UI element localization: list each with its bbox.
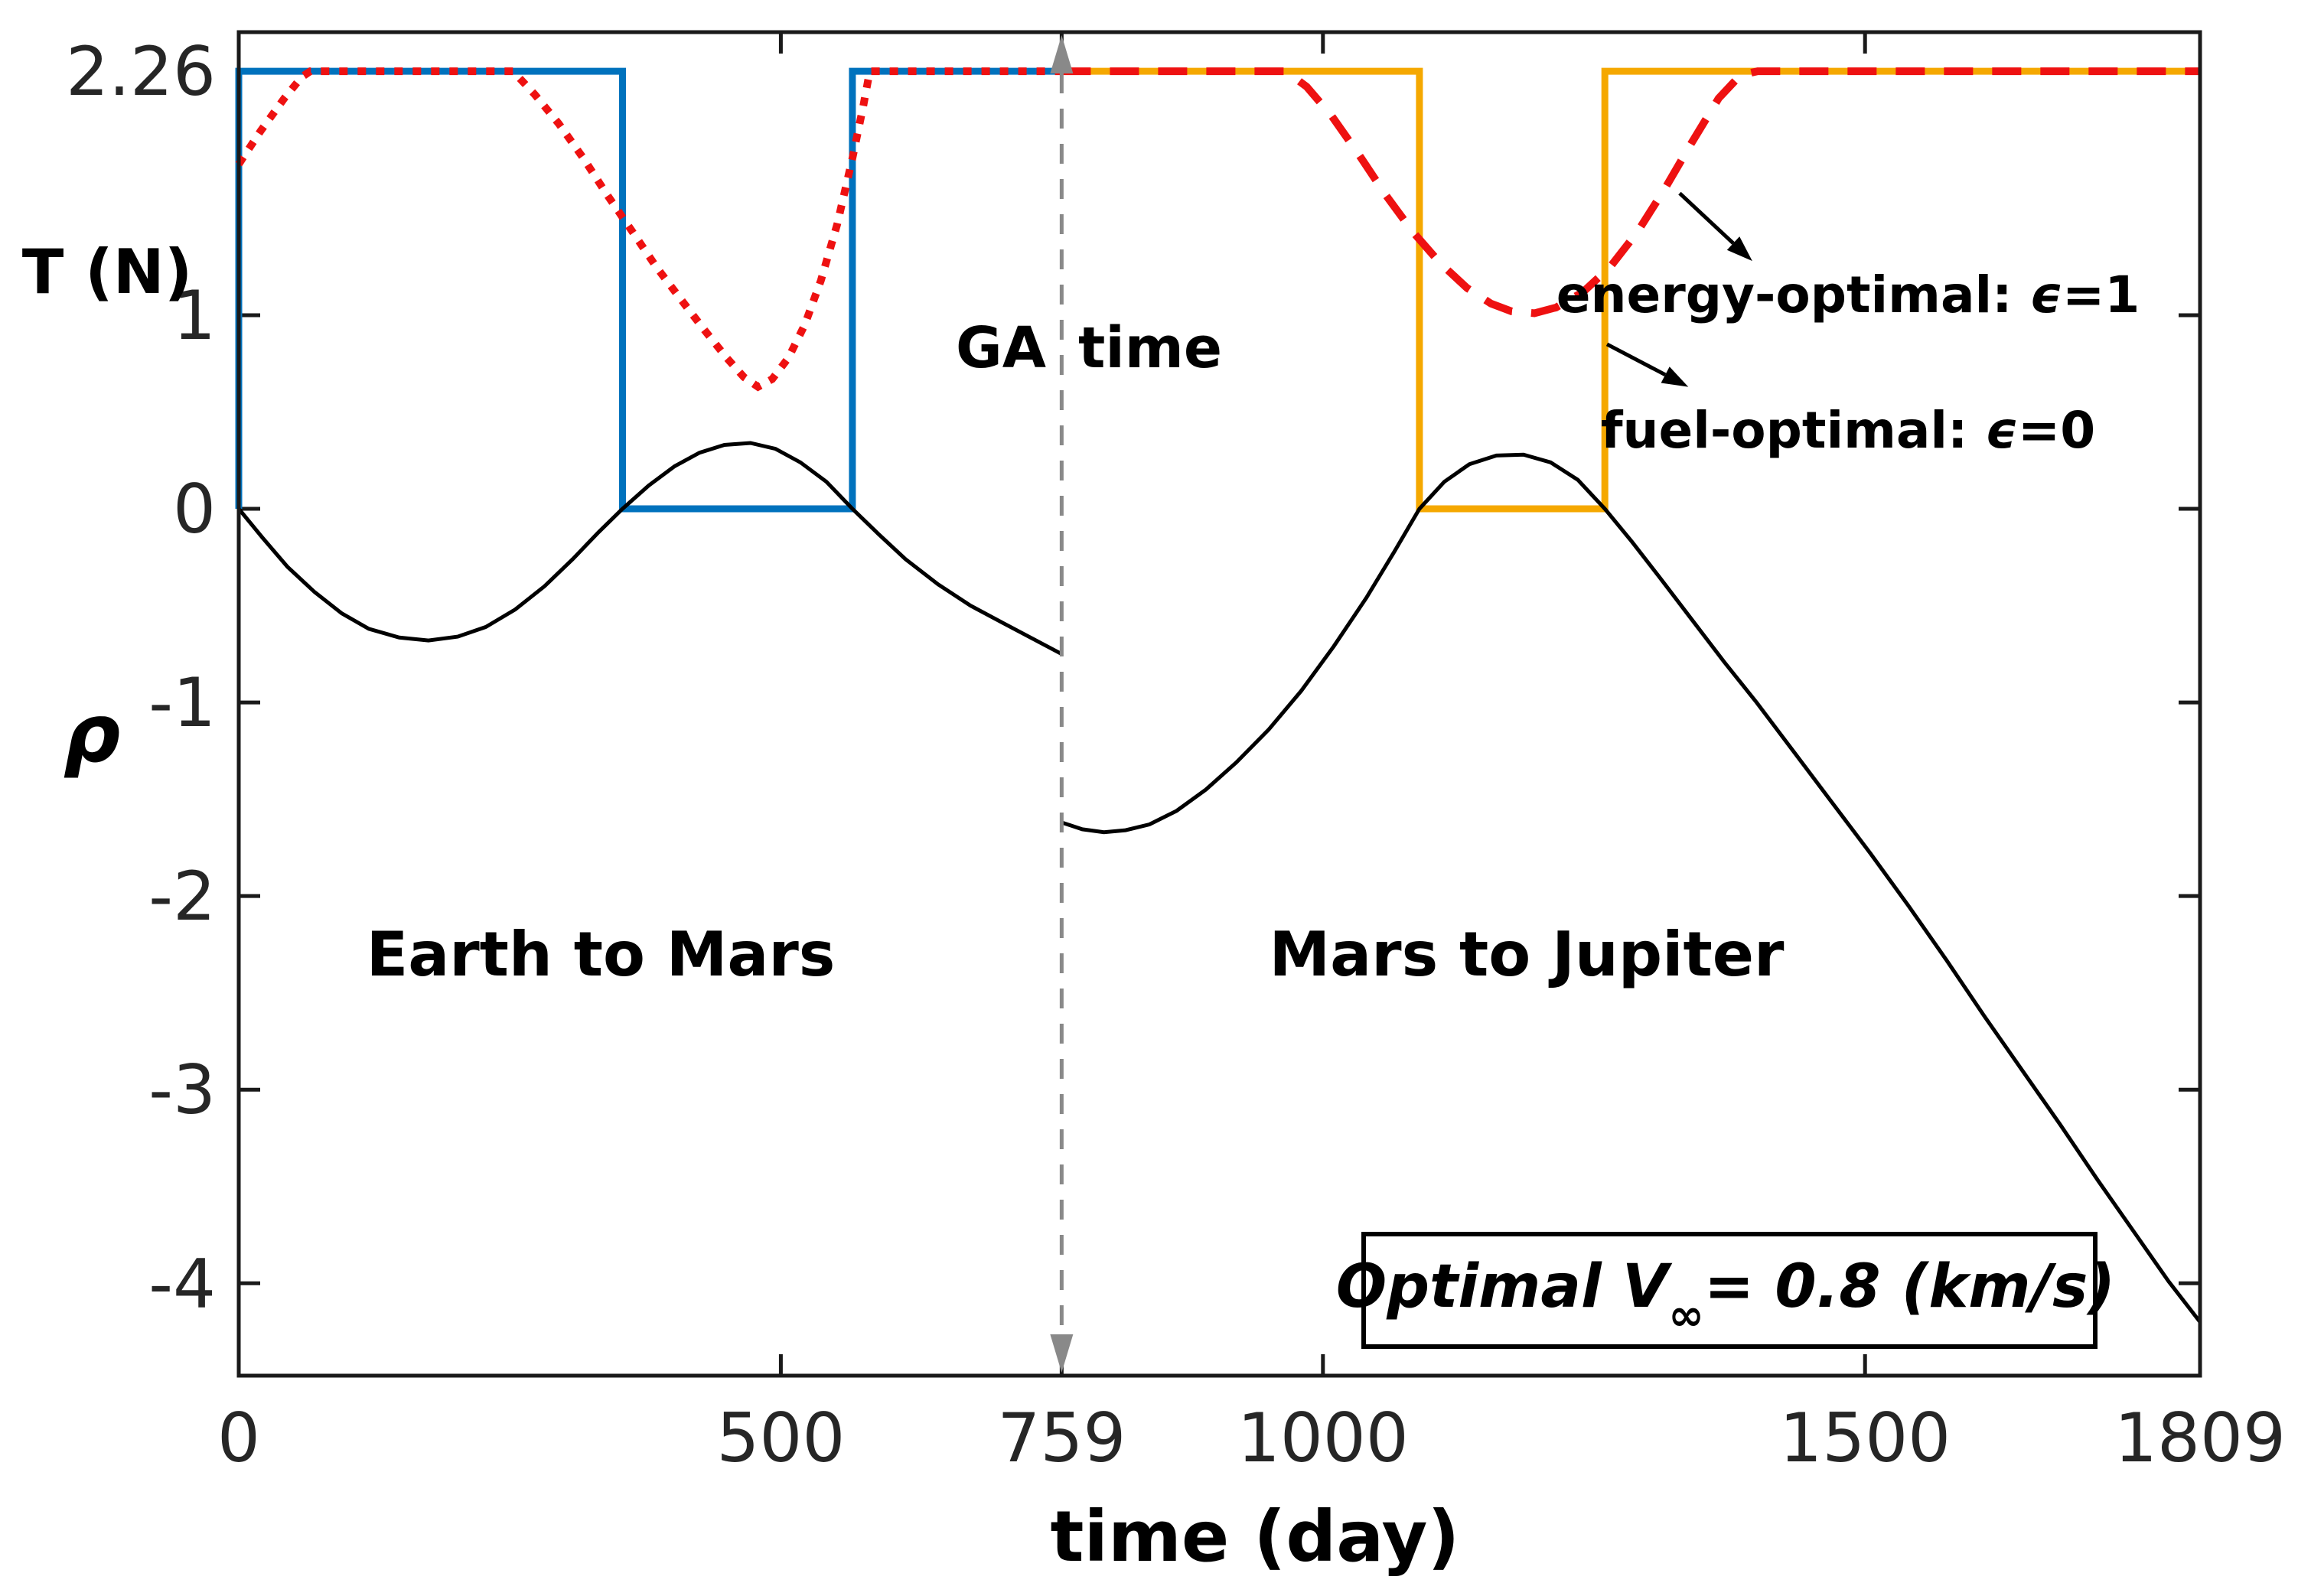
ga-time-label-ga: GA bbox=[956, 315, 1046, 381]
x-axis-label: time (day) bbox=[1051, 1496, 1460, 1578]
y-axis-label-rho: ρ bbox=[64, 687, 120, 780]
plot-border bbox=[236, 30, 2202, 1378]
curve-energy-optimal-mars-jupiter bbox=[1061, 67, 2200, 318]
x-tick-label: 1500 bbox=[1779, 1399, 1951, 1477]
fuel-optimal-arrow-head-icon bbox=[1661, 366, 1689, 387]
annotation-energy-optimal: energy-optimal: ϵ=1 bbox=[1556, 265, 2140, 324]
annotation-mars-to-jupiter: Mars to Jupiter bbox=[1270, 919, 1785, 990]
axis-ticks: 0 500 759 1000 1500 1809 2.26 1 0 -1 -2 -3 -4 bbox=[66, 32, 2286, 1477]
ga-arrow-down-icon bbox=[1050, 1334, 1074, 1373]
vinf-annotation-box: Optimal V∞= 0.8 (km/s) bbox=[1336, 1232, 2115, 1349]
x-tick-label: 0 bbox=[217, 1399, 260, 1477]
x-tick-label: 500 bbox=[716, 1399, 845, 1477]
x-tick-label: 759 bbox=[997, 1399, 1126, 1477]
energy-optimal-arrow-head-icon bbox=[1726, 236, 1752, 262]
fuel-optimal-arrow bbox=[1605, 342, 1667, 377]
curve-energy-optimal-earth-mars bbox=[235, 67, 1062, 392]
x-tick-label: 1000 bbox=[1237, 1399, 1409, 1477]
y-tick-label: 1 bbox=[173, 276, 216, 355]
ga-arrow-up-icon bbox=[1050, 35, 1074, 73]
annotation-arrows bbox=[1605, 191, 1752, 387]
vinf-box-border bbox=[1361, 1232, 2098, 1349]
curve-fuel-optimal-mars-jupiter bbox=[1061, 67, 2200, 513]
ga-time-label-time: time bbox=[1078, 315, 1222, 381]
y-tick-label: -1 bbox=[148, 663, 216, 742]
y-tick-label: 0 bbox=[173, 470, 216, 549]
curve-switching-function-mars-jupiter bbox=[1061, 452, 2202, 1324]
y-tick-label: -3 bbox=[148, 1050, 216, 1129]
curve-switching-function-earth-mars bbox=[237, 441, 1063, 656]
y-tick-label: 2.26 bbox=[66, 32, 216, 111]
annotation-fuel-optimal: fuel-optimal: ϵ=0 bbox=[1601, 401, 2095, 460]
y-tick-label: -2 bbox=[148, 857, 216, 936]
vinf-box-text: Optimal V∞= 0.8 (km/s) bbox=[1336, 1252, 2115, 1340]
ga-time-line bbox=[1050, 35, 1074, 1373]
energy-optimal-arrow bbox=[1678, 191, 1735, 245]
annotation-earth-to-mars: Earth to Mars bbox=[367, 919, 836, 990]
x-tick-label: 1809 bbox=[2114, 1399, 2286, 1477]
y-tick-label: -4 bbox=[148, 1244, 216, 1323]
y-axis-label-thrust: T (N) bbox=[22, 236, 193, 308]
